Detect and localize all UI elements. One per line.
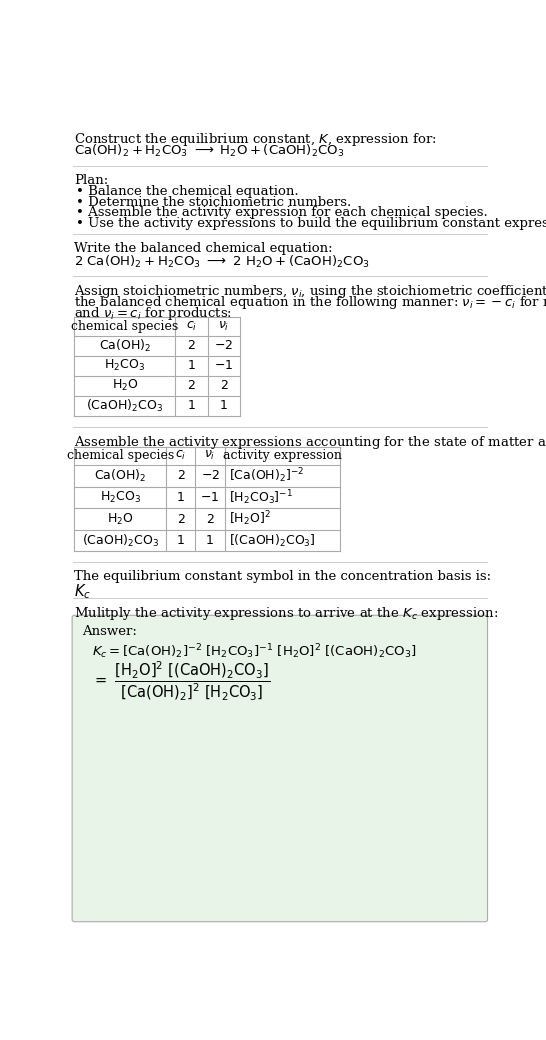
Text: $\mathrm{(CaOH)_2CO_3}$: $\mathrm{(CaOH)_2CO_3}$ [86, 397, 163, 414]
Text: $\mathrm{H_2CO_3}$: $\mathrm{H_2CO_3}$ [100, 490, 141, 505]
Text: 2: 2 [187, 339, 195, 353]
Text: $-2$: $-2$ [215, 339, 234, 353]
Text: $-1$: $-1$ [200, 491, 219, 504]
Text: 1: 1 [177, 535, 185, 547]
Text: $c_i$: $c_i$ [186, 320, 197, 333]
Text: Construct the equilibrium constant, $K$, expression for:: Construct the equilibrium constant, $K$,… [74, 131, 437, 148]
Text: 1: 1 [220, 399, 228, 412]
Text: $\nu_i$: $\nu_i$ [218, 320, 230, 333]
Text: chemical species: chemical species [71, 320, 179, 333]
Text: chemical species: chemical species [67, 449, 174, 463]
Text: 2: 2 [177, 513, 185, 525]
Text: $= \ \dfrac{[\mathrm{H_2O}]^{2}\ [(\mathrm{CaOH})_2\mathrm{CO_3}]}{[\mathrm{Ca(O: $= \ \dfrac{[\mathrm{H_2O}]^{2}\ [(\math… [92, 659, 270, 703]
Text: $\mathrm{Ca(OH)_2}$: $\mathrm{Ca(OH)_2}$ [99, 338, 151, 354]
Text: 1: 1 [177, 491, 185, 504]
Text: • Use the activity expressions to build the equilibrium constant expression.: • Use the activity expressions to build … [76, 217, 546, 230]
Text: Answer:: Answer: [82, 625, 137, 639]
Text: $c_i$: $c_i$ [175, 449, 186, 463]
Text: Plan:: Plan: [74, 174, 109, 187]
Text: the balanced chemical equation in the following manner: $\nu_i = -c_i$ for react: the balanced chemical equation in the fo… [74, 294, 546, 311]
Text: $[\mathrm{Ca(OH)_2}]^{-2}$: $[\mathrm{Ca(OH)_2}]^{-2}$ [229, 467, 305, 486]
FancyBboxPatch shape [72, 616, 488, 921]
Text: 1: 1 [187, 399, 195, 412]
Text: $[(\mathrm{CaOH})_2\mathrm{CO_3}]$: $[(\mathrm{CaOH})_2\mathrm{CO_3}]$ [229, 532, 316, 549]
Text: • Assemble the activity expression for each chemical species.: • Assemble the activity expression for e… [76, 206, 488, 219]
Text: and $\nu_i = c_i$ for products:: and $\nu_i = c_i$ for products: [74, 305, 233, 322]
Text: $-1$: $-1$ [215, 359, 234, 372]
Text: $\mathrm{Ca(OH)_2 + H_2CO_3 \ \longrightarrow \ H_2O + (CaOH)_2CO_3}$: $\mathrm{Ca(OH)_2 + H_2CO_3 \ \longright… [74, 144, 345, 159]
Text: $\mathrm{H_2O}$: $\mathrm{H_2O}$ [111, 379, 138, 393]
Text: activity expression: activity expression [223, 449, 342, 463]
Text: The equilibrium constant symbol in the concentration basis is:: The equilibrium constant symbol in the c… [74, 570, 491, 582]
Text: $[\mathrm{H_2CO_3}]^{-1}$: $[\mathrm{H_2CO_3}]^{-1}$ [229, 488, 293, 506]
Text: $\mathrm{Ca(OH)_2}$: $\mathrm{Ca(OH)_2}$ [94, 468, 146, 484]
Text: 2: 2 [206, 513, 214, 525]
Text: $\mathrm{(CaOH)_2CO_3}$: $\mathrm{(CaOH)_2CO_3}$ [82, 532, 159, 549]
Text: 2: 2 [187, 380, 195, 392]
Text: 2: 2 [177, 469, 185, 483]
Text: 1: 1 [206, 535, 214, 547]
Text: Assemble the activity expressions accounting for the state of matter and $\nu_i$: Assemble the activity expressions accoun… [74, 435, 546, 451]
Text: $\mathrm{H_2O}$: $\mathrm{H_2O}$ [107, 512, 133, 526]
Text: $K_c$: $K_c$ [74, 582, 92, 601]
Text: • Balance the chemical equation.: • Balance the chemical equation. [76, 185, 299, 198]
Text: $\mathrm{2\ Ca(OH)_2 + H_2CO_3 \ \longrightarrow \ 2\ H_2O + (CaOH)_2CO_3}$: $\mathrm{2\ Ca(OH)_2 + H_2CO_3 \ \longri… [74, 254, 370, 270]
Text: Mulitply the activity expressions to arrive at the $K_c$ expression:: Mulitply the activity expressions to arr… [74, 605, 498, 622]
Text: $K_c = [\mathrm{Ca(OH)_2}]^{-2}\ [\mathrm{H_2CO_3}]^{-1}\ [\mathrm{H_2O}]^{2}\ [: $K_c = [\mathrm{Ca(OH)_2}]^{-2}\ [\mathr… [92, 643, 416, 661]
Text: Write the balanced chemical equation:: Write the balanced chemical equation: [74, 242, 333, 255]
Text: $\nu_i$: $\nu_i$ [204, 449, 216, 463]
Text: $-2$: $-2$ [200, 469, 219, 483]
Text: • Determine the stoichiometric numbers.: • Determine the stoichiometric numbers. [76, 196, 351, 209]
Text: $[\mathrm{H_2O}]^{2}$: $[\mathrm{H_2O}]^{2}$ [229, 510, 271, 528]
Text: 1: 1 [187, 359, 195, 372]
Text: 2: 2 [220, 380, 228, 392]
Text: Assign stoichiometric numbers, $\nu_i$, using the stoichiometric coefficients, $: Assign stoichiometric numbers, $\nu_i$, … [74, 284, 546, 301]
Text: $\mathrm{H_2CO_3}$: $\mathrm{H_2CO_3}$ [104, 358, 145, 373]
